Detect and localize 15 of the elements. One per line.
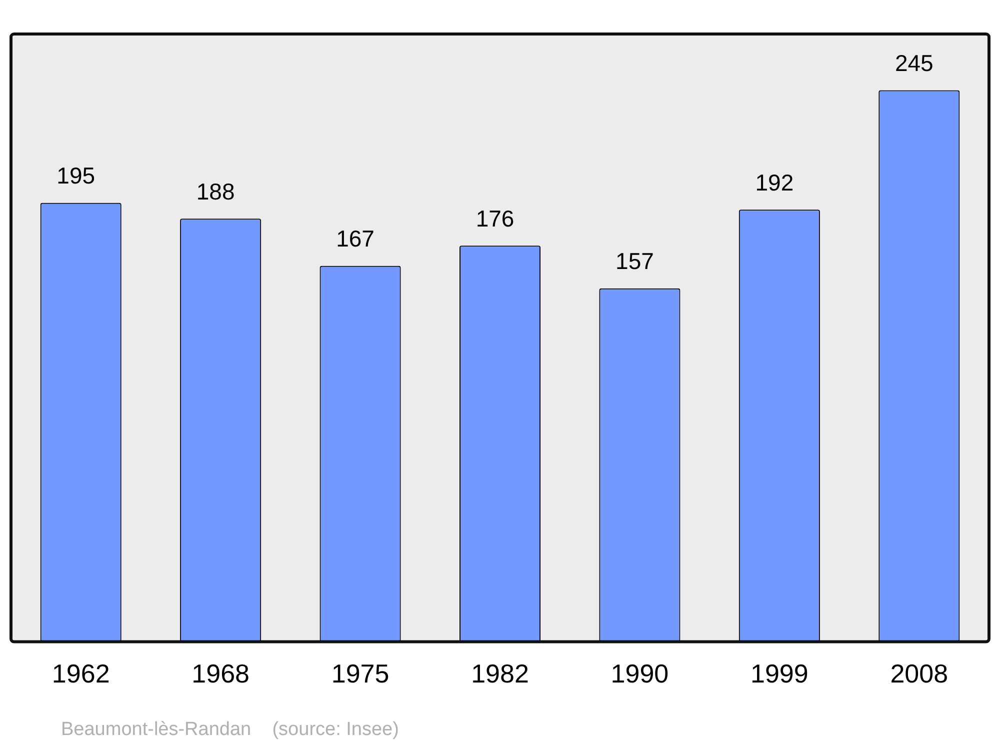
x-tick-label: 1999: [750, 658, 808, 689]
text: Beaumont-lès-Randan (source: Insee): [61, 719, 399, 740]
x-tick-label: 1968: [192, 658, 250, 689]
data-label: 157: [616, 248, 654, 274]
data-label: 167: [336, 226, 374, 252]
x-tick-label: 2008: [890, 658, 948, 689]
x-tick-label: 1982: [471, 658, 529, 689]
data-label: 192: [755, 169, 794, 196]
data-label: 245: [894, 50, 934, 76]
data-label: 195: [56, 162, 96, 189]
x-tick-label: 1975: [331, 658, 390, 689]
x-tick-label: 1962: [52, 658, 110, 689]
data-label: 176: [476, 205, 514, 232]
x-tick-label: 1990: [610, 658, 669, 689]
data-label: 188: [196, 178, 235, 204]
